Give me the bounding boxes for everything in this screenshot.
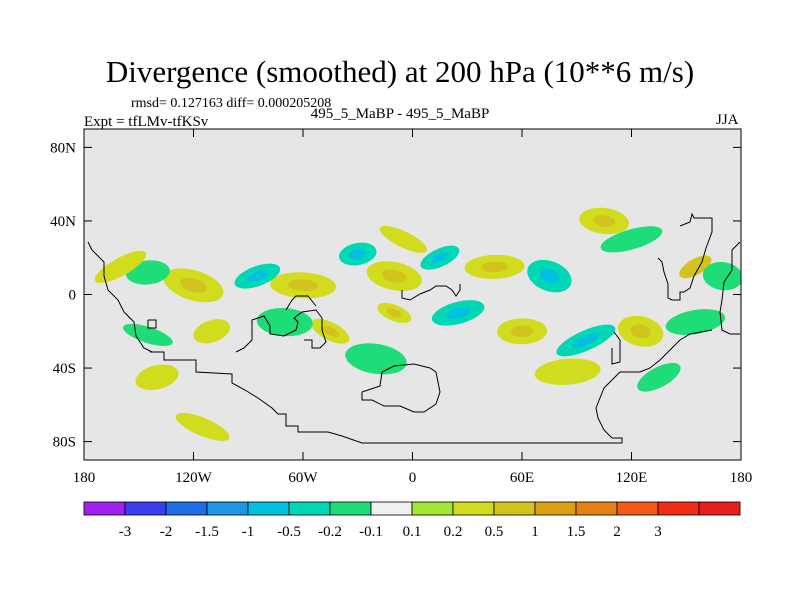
chart-title: Divergence (smoothed) at 200 hPa (10**6 …: [105, 54, 695, 89]
season-label: JJA: [716, 112, 739, 128]
coastline-antarctica: [150, 329, 713, 444]
coastline-africa-east: [285, 295, 317, 311]
colorbar-swatch: [288, 501, 331, 516]
colorbar-swatch: [206, 501, 249, 516]
coastline-australia: [361, 363, 441, 413]
x-tick-label: 120W: [175, 470, 213, 486]
field-feature-core: [381, 269, 407, 283]
colorbar-label: 1.5: [567, 524, 586, 540]
field-feature: [345, 343, 407, 375]
field-feature-core: [572, 333, 600, 348]
colorbar-swatch: [329, 501, 372, 516]
runs-label: 495_5_MaBP - 495_5_MaBP: [310, 106, 490, 122]
colorbar-label: -0.2: [318, 524, 342, 540]
coastline-south-america: [87, 241, 153, 353]
x-tick-label: 180: [730, 470, 753, 486]
colorbar-label: -3: [119, 524, 132, 540]
colorbar-label: -1: [242, 524, 255, 540]
field-feature: [379, 225, 428, 253]
colorbar-swatch: [165, 501, 208, 516]
field-feature-core: [321, 325, 339, 337]
colorbar-label: -0.5: [277, 524, 301, 540]
y-tick-label: 80N: [50, 140, 76, 156]
colorbar-label: -2: [160, 524, 173, 540]
colorbar-label: -1.5: [195, 524, 219, 540]
coastline-pacific-east: [719, 241, 741, 335]
x-tick-label: 180: [73, 470, 96, 486]
colorbar-swatch: [83, 501, 126, 516]
field-feature-core: [592, 214, 616, 227]
field-feature: [702, 261, 741, 291]
field-feature: [637, 362, 681, 392]
stats-text: rmsd= 0.127163 diff= 0.000205208: [131, 96, 332, 111]
field-feature: [193, 319, 231, 344]
field-feature: [600, 226, 663, 253]
y-tick-label: 40N: [50, 214, 76, 230]
colorbar-swatch: [411, 501, 454, 516]
experiment-label: Expt = tfLMv-tfKSv: [84, 114, 209, 130]
coastline-maritime: [401, 284, 461, 301]
colorbar-swatch: [247, 501, 290, 516]
colorbar-swatch: [370, 501, 413, 516]
field-feature: [175, 412, 230, 441]
colorbar-label: 1: [531, 524, 539, 540]
coastlines: [87, 212, 741, 444]
field-feature-core: [539, 268, 560, 284]
colorbar-swatch: [657, 501, 700, 516]
field-feature: [94, 250, 147, 284]
field-feature-core: [386, 308, 402, 318]
coastline-africa: [235, 309, 327, 353]
field-feature-core: [481, 261, 509, 273]
y-tick-label: 80S: [53, 435, 76, 451]
y-tick-label: 40S: [53, 361, 76, 377]
field-feature-core: [446, 307, 470, 319]
colorbar-swatch: [616, 501, 659, 516]
field-feature-core: [288, 279, 318, 292]
coastline-islands: [147, 319, 157, 329]
field-feature-core: [247, 270, 268, 282]
field-feature: [534, 358, 601, 385]
coastline-indian: [611, 331, 621, 365]
divergence-field: [94, 207, 741, 441]
colorbar-label: -0.1: [359, 524, 383, 540]
field-feature-core: [180, 277, 207, 293]
colorbar-swatch: [452, 501, 495, 516]
y-axis: 80N 40N 0 40S 80S: [50, 140, 741, 451]
field-feature: [665, 309, 725, 335]
colorbar-label: 0.2: [444, 524, 463, 540]
colorbar-swatch: [493, 501, 536, 516]
x-tick-label: 120E: [616, 470, 648, 486]
colorbar-label: 0.1: [403, 524, 422, 540]
coastline-asia-east: [657, 212, 713, 301]
field-feature-core: [630, 324, 651, 339]
x-tick-label: 0: [409, 470, 417, 486]
colorbar-label: 3: [654, 524, 662, 540]
field-feature-core: [431, 252, 449, 264]
x-tick-label: 60E: [510, 470, 534, 486]
colorbar-swatch: [124, 501, 167, 516]
colorbar-swatch: [575, 501, 618, 516]
colorbar: -3 -2 -1.5 -1 -0.5 -0.2 -0.1 0.1 0.2 0.5 1 1.5 2 3: [83, 501, 741, 540]
colorbar-swatch: [698, 501, 741, 516]
x-axis: 180 120W 60W 0 60E 120E 180: [73, 129, 753, 486]
x-tick-label: 60W: [288, 470, 318, 486]
field-feature-core: [688, 261, 703, 273]
field-feature: [135, 364, 179, 391]
colorbar-swatch: [534, 501, 577, 516]
field-feature-core: [349, 248, 367, 260]
colorbar-label: 2: [613, 524, 621, 540]
field-feature-core: [510, 325, 534, 338]
colorbar-label: 0.5: [485, 524, 504, 540]
y-tick-label: 0: [69, 288, 77, 304]
